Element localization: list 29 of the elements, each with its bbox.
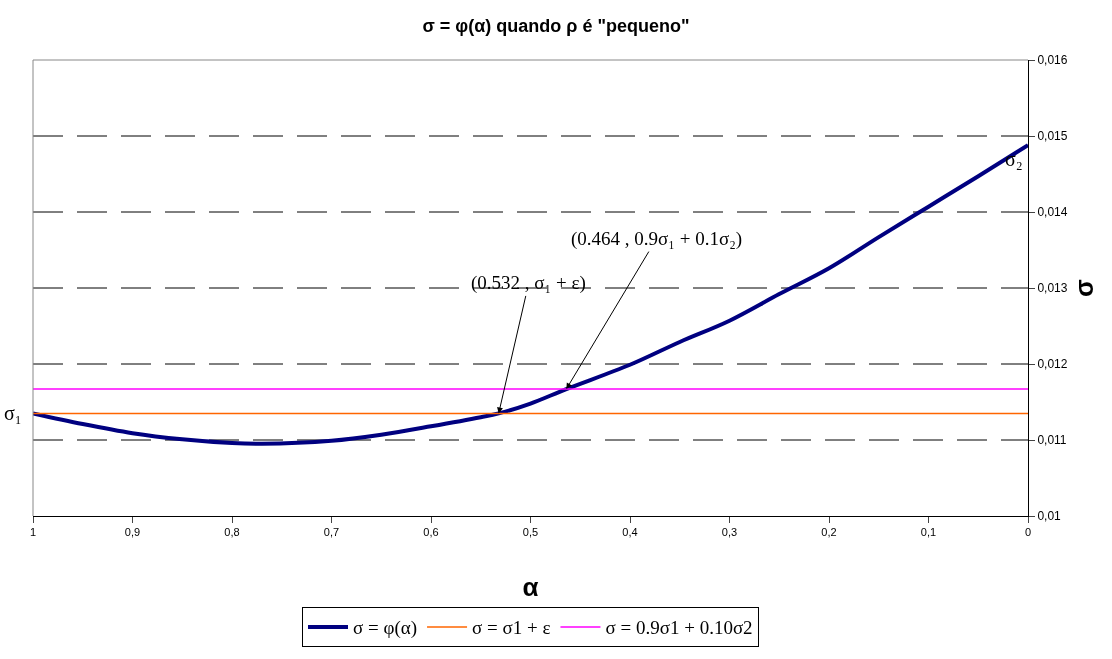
y-tick-label: 0,012: [1037, 357, 1068, 372]
x-tick-label: 0,5: [522, 526, 539, 539]
x-axis-title: α: [522, 571, 539, 602]
x-tick-label: 0,3: [721, 526, 738, 539]
y-axis-title: σ: [1069, 278, 1100, 297]
y-tick-label: 0,013: [1037, 281, 1068, 296]
x-tick-label: 0,9: [124, 526, 141, 539]
y-tick-label: 0,01: [1037, 509, 1062, 524]
annotation: (0.464 , 0.9σ₁ + 0.1σ₂): [571, 228, 743, 250]
x-tick-label: 0: [1024, 526, 1032, 539]
y-tick-label: 0,015: [1037, 129, 1068, 144]
y-tick-label: 0,016: [1037, 53, 1068, 68]
x-tick-label: 0,7: [323, 526, 340, 539]
legend-label: σ = 0.9σ1 + 0.10σ2: [605, 617, 753, 639]
x-tick-label: 0,4: [622, 526, 638, 539]
annotation: σ₂: [1005, 148, 1023, 170]
y-tick-label: 0,011: [1037, 433, 1067, 448]
line-series: [33, 143, 1028, 446]
chart-title: σ = φ(α) quando ρ é "pequeno": [422, 16, 690, 37]
x-tick-label: 0,8: [224, 526, 240, 539]
x-tick-label: 1: [29, 526, 37, 539]
x-tick-label: 0,6: [423, 526, 439, 539]
legend-label: σ = φ(α): [353, 617, 418, 640]
legend-label: σ = σ1 + ε: [472, 617, 551, 639]
x-tick-label: 0,1: [920, 526, 937, 539]
x-tick-label: 0,2: [821, 526, 837, 539]
annotation: (0.532 , σ₁ + ε): [471, 272, 586, 294]
y-tick-label: 0,014: [1037, 205, 1068, 220]
annotation: σ₁: [4, 402, 22, 424]
